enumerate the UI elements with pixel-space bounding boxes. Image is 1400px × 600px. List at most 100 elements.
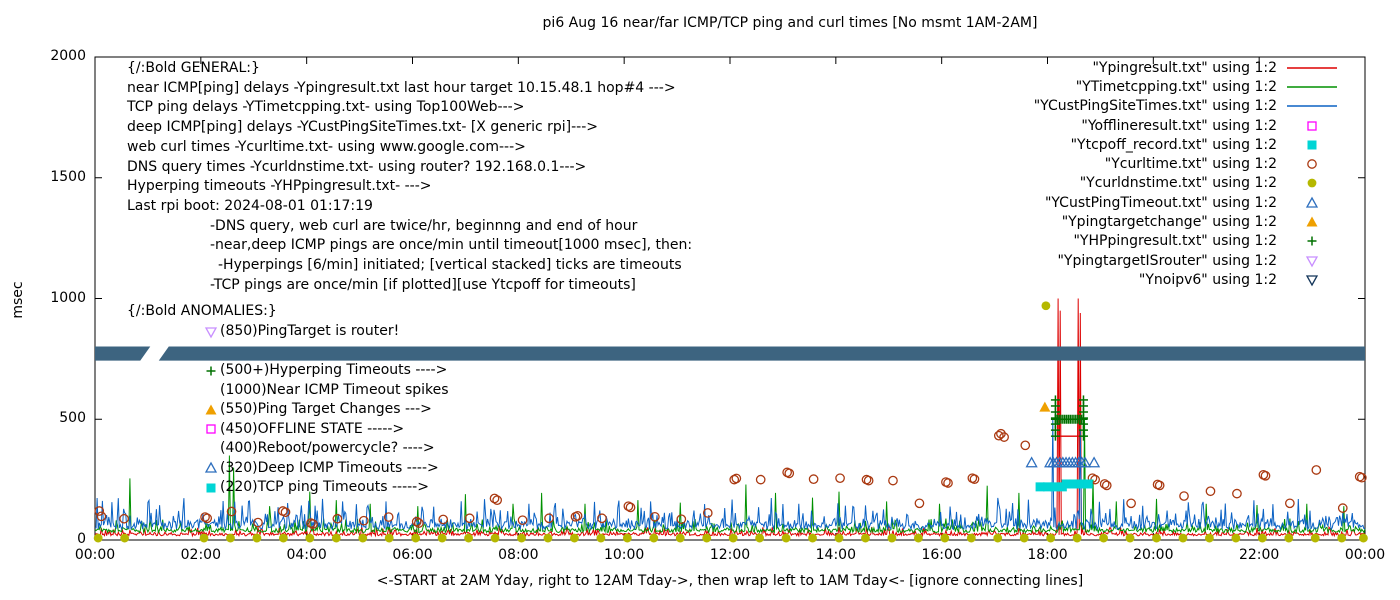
y-tick-label: 1500 xyxy=(50,168,86,185)
series-deep-icmp-timeouts xyxy=(1025,456,1101,468)
anomaly-line: (220)TCP ping Timeouts -----> xyxy=(203,479,429,495)
legend: "Ypingresult.txt" using 1:2 "YTimetcpping… xyxy=(1034,58,1343,290)
general-line: -Hyperpings [6/min] initiated; [vertical… xyxy=(218,257,682,273)
general-line: deep ICMP[ping] delays -YCustPingSiteTim… xyxy=(127,119,598,136)
legend-item: "Ypingtargetchange" using 1:2 xyxy=(1034,212,1343,231)
anomaly-line: (320)Deep ICMP Timeouts ----> xyxy=(203,460,439,476)
x-tick-label: 00:00 xyxy=(1344,547,1386,563)
anomalies-header: {/:Bold ANOMALIES:} xyxy=(127,303,277,319)
tri-up-open-icon xyxy=(1305,196,1319,208)
legend-label: "YpingtargetISrouter" using 1:2 xyxy=(1057,252,1277,269)
anomaly-line: (1000)Near ICMP Timeout spikes xyxy=(203,382,449,398)
x-tick-label: 06:00 xyxy=(392,547,433,563)
anomaly-line: (500+)Hyperping Timeouts ----> xyxy=(203,362,447,378)
anomaly-line: (400)Reboot/powercycle? ----> xyxy=(203,440,435,456)
circle-fill-icon xyxy=(1307,179,1317,188)
x-tick-label: 00:00 xyxy=(74,547,116,563)
y-tick-label: 2000 xyxy=(50,48,86,64)
circle-open-icon xyxy=(1307,159,1317,169)
anomaly-text: (1000)Near ICMP Timeout spikes xyxy=(220,381,449,398)
general-line: DNS query times -Ycurldnstime.txt- using… xyxy=(127,158,587,175)
anomaly-text: (550)Ping Target Changes ---> xyxy=(220,401,432,417)
anomaly-text: (220)TCP ping Timeouts -----> xyxy=(220,479,429,495)
series-noipv6-band xyxy=(95,346,1366,361)
tri-down-open-icon xyxy=(204,326,218,338)
series-ping-target-change xyxy=(1039,401,1051,412)
x-tick-label: 04:00 xyxy=(286,547,327,563)
legend-item: "Ypingresult.txt" using 1:2 xyxy=(1034,58,1343,77)
x-axis-label: <-START at 2AM Yday, right to 12AM Tday-… xyxy=(376,573,1084,589)
legend-item: "YHPpingresult.txt" using 1:2 xyxy=(1034,232,1343,251)
tri-up-fill-icon xyxy=(205,404,217,414)
y-tick-label: 0 xyxy=(77,531,86,547)
legend-label: "YCustPingSiteTimes.txt" using 1:2 xyxy=(1033,98,1277,115)
legend-label: "Yofflineresult.txt" using 1:2 xyxy=(1081,117,1277,134)
anomaly-line: (550)Ping Target Changes ---> xyxy=(203,401,432,417)
legend-item: "YTimetcpping.txt" using 1:2 xyxy=(1034,77,1343,96)
legend-label: "YTimetcpping.txt" using 1:2 xyxy=(1075,78,1277,95)
y-axis-label: msec xyxy=(10,281,26,319)
general-line: TCP ping delays -YTimetcpping.txt- using… xyxy=(127,99,525,116)
square-fill-icon xyxy=(1307,140,1317,150)
legend-item: "YpingtargetISrouter" using 1:2 xyxy=(1034,251,1343,270)
spacer xyxy=(203,382,220,397)
anomaly-text: (500+)Hyperping Timeouts ----> xyxy=(220,362,448,378)
x-tick-label: 20:00 xyxy=(1133,547,1174,563)
legend-item: "YCustPingSiteTimes.txt" using 1:2 xyxy=(1034,97,1343,116)
legend-label: "Ytcpoff_record.txt" using 1:2 xyxy=(1070,136,1277,153)
chart-title: pi6 Aug 16 near/far ICMP/TCP ping and cu… xyxy=(542,15,1038,31)
line-sample-icon xyxy=(1287,105,1337,108)
spacer xyxy=(203,343,220,358)
general-line: -DNS query, web curl are twice/hr, begin… xyxy=(210,217,638,234)
legend-label: "Ypingtargetchange" using 1:2 xyxy=(1061,214,1277,231)
anomaly-text: (320)Deep ICMP Timeouts ----> xyxy=(220,459,439,476)
legend-item: "Ycurldnstime.txt" using 1:2 xyxy=(1034,174,1343,193)
x-tick-label: 22:00 xyxy=(1238,547,1280,563)
square-open-icon xyxy=(206,424,216,434)
legend-label: "YCustPingTimeout.txt" using 1:2 xyxy=(1044,194,1277,211)
x-tick-label: 14:00 xyxy=(815,547,856,563)
anomaly-line: (450)OFFLINE STATE -----> xyxy=(203,421,404,437)
tri-up-fill-icon xyxy=(1306,216,1318,227)
x-tick-label: 16:00 xyxy=(921,547,962,563)
legend-label: "YHPpingresult.txt" using 1:2 xyxy=(1073,233,1277,250)
x-tick-label: 08:00 xyxy=(498,547,539,563)
square-open-icon xyxy=(1307,120,1317,131)
plus-icon xyxy=(206,366,216,375)
general-line: {/:Bold GENERAL:} xyxy=(127,60,260,76)
legend-label: "Ypingresult.txt" using 1:2 xyxy=(1092,59,1277,76)
anomaly-line: (850)PingTarget is router! xyxy=(203,323,399,339)
legend-label: "Ynoipv6" using 1:2 xyxy=(1138,271,1277,288)
x-tick-label: 12:00 xyxy=(709,547,751,563)
series-dns-query-times xyxy=(93,301,1368,543)
tri-down-open-icon xyxy=(1305,255,1319,267)
series-curl-times xyxy=(94,428,1367,529)
y-tick-label: 500 xyxy=(59,410,86,427)
legend-item: "Yofflineresult.txt" using 1:2 xyxy=(1034,116,1343,135)
anomaly-text: (450)OFFLINE STATE -----> xyxy=(220,420,405,437)
plus-icon xyxy=(1307,236,1317,246)
general-line: -TCP pings are once/min [if plotted][use… xyxy=(210,276,636,293)
square-fill-icon xyxy=(206,483,216,492)
x-tick-label: 10:00 xyxy=(603,547,645,563)
x-tick-label: 02:00 xyxy=(180,547,221,563)
line-sample-icon xyxy=(1287,66,1337,69)
general-line: near ICMP[ping] delays -Ypingresult.txt … xyxy=(127,79,676,96)
anomaly-text: (400)Reboot/powercycle? ----> xyxy=(220,440,435,456)
legend-item: "Ycurltime.txt" using 1:2 xyxy=(1034,154,1343,173)
general-line: Last rpi boot: 2024-08-01 01:17:19 xyxy=(127,197,373,214)
legend-label: "Ycurldnstime.txt" using 1:2 xyxy=(1079,175,1277,192)
anomaly-line xyxy=(203,343,220,358)
series-tcp-ping-timeouts xyxy=(1035,479,1093,492)
y-tick-label: 1000 xyxy=(50,289,86,306)
general-line: Hyperping timeouts -YHPpingresult.txt- -… xyxy=(127,178,432,195)
tri-down-open-icon xyxy=(1305,275,1319,287)
tri-up-open-icon xyxy=(204,461,218,473)
general-line: web curl times -Ycurltime.txt- using www… xyxy=(127,138,526,155)
anomaly-text: (850)PingTarget is router! xyxy=(220,323,400,339)
legend-item: "Ytcpoff_record.txt" using 1:2 xyxy=(1034,135,1343,154)
general-line: -near,deep ICMP pings are once/min until… xyxy=(210,237,693,254)
series-hyperping-timeouts xyxy=(1050,395,1088,441)
legend-item: "Ynoipv6" using 1:2 xyxy=(1034,270,1343,289)
